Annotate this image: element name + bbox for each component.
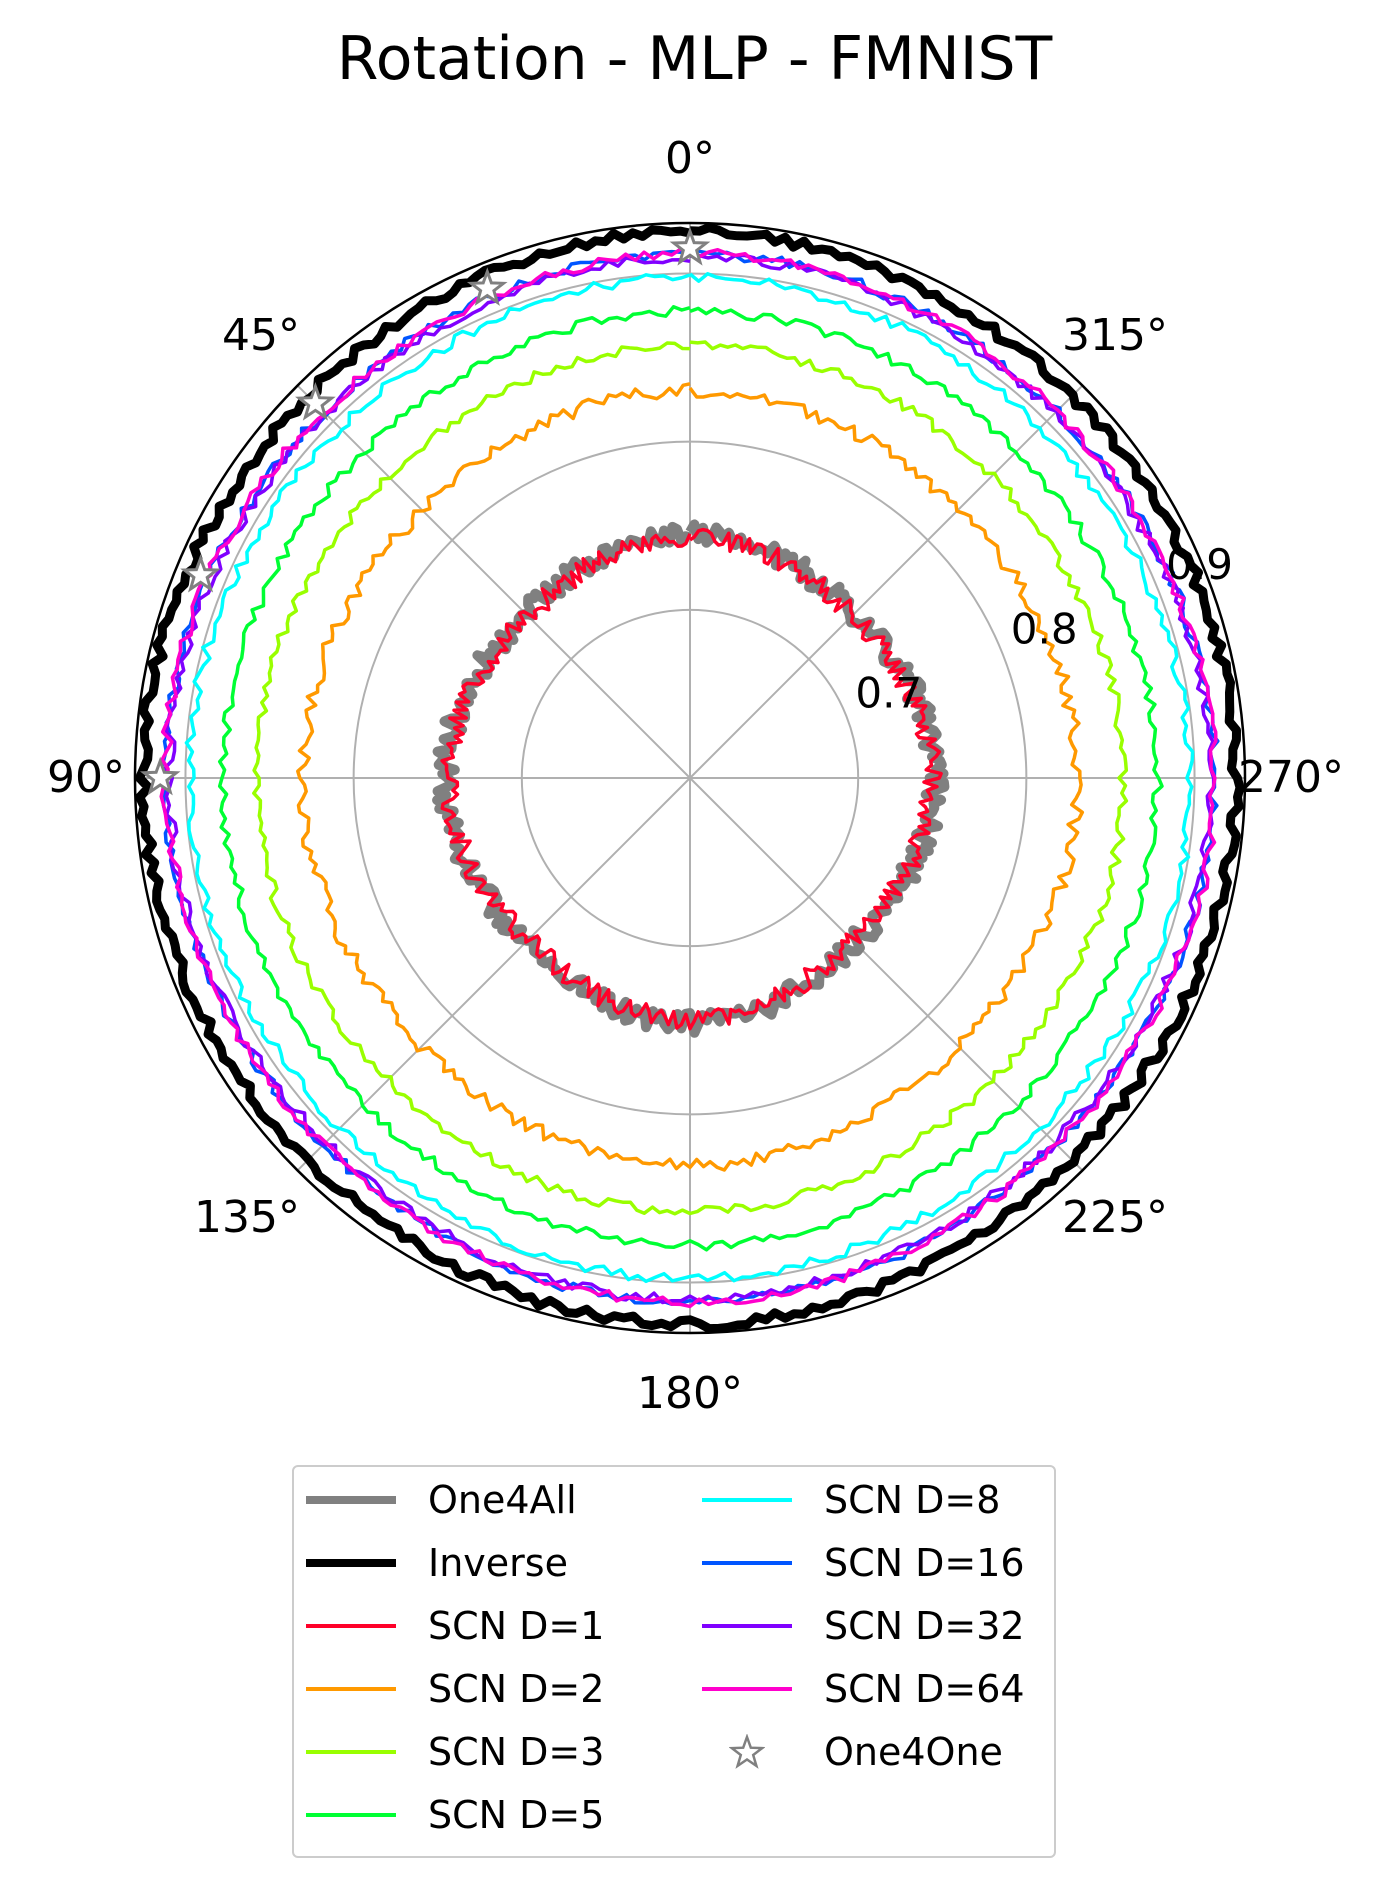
series-line-4 xyxy=(252,340,1129,1216)
legend-line xyxy=(702,1498,792,1502)
theta-tick-label: 270° xyxy=(1238,752,1344,803)
star-icon xyxy=(729,1734,765,1769)
one4one-marker-4 xyxy=(139,756,181,796)
legend-entry: SCN D=3 xyxy=(306,1722,604,1782)
theta-tick-label: 45° xyxy=(222,310,300,361)
legend-swatch xyxy=(306,1659,396,1719)
legend-label: SCN D=5 xyxy=(428,1793,605,1837)
one4one-marker-3 xyxy=(180,553,221,593)
legend-entry: SCN D=2 xyxy=(306,1659,604,1719)
grid-layer xyxy=(133,221,1247,1335)
legend-entry: SCN D=64 xyxy=(702,1659,1025,1719)
marker-layer xyxy=(139,226,711,796)
legend-entry: SCN D=32 xyxy=(702,1596,1025,1656)
legend-swatch xyxy=(306,1596,396,1656)
legend-line xyxy=(702,1624,792,1628)
legend-swatch xyxy=(702,1596,792,1656)
theta-tick-label: 315° xyxy=(1062,310,1168,361)
legend-entry: One4All xyxy=(306,1470,577,1530)
legend-line xyxy=(306,1687,396,1691)
legend-swatch xyxy=(306,1470,396,1530)
series-line-5 xyxy=(217,305,1164,1252)
legend: One4All Inverse SCN D=1 SCN D=2 SCN D=3 SCN D… xyxy=(292,1465,1056,1858)
legend-line xyxy=(306,1750,396,1754)
legend-label: SCN D=2 xyxy=(428,1667,605,1711)
r-tick-label: 0.8 xyxy=(1011,604,1078,653)
legend-line xyxy=(306,1559,396,1567)
legend-swatch xyxy=(702,1533,792,1593)
legend-entry: One4One xyxy=(702,1722,1003,1782)
label-layer: 0° 45° 90° 135° 180° 225° 270° 315° 0.7 0.8 0.9 xyxy=(47,133,1344,1419)
legend-swatch xyxy=(306,1533,396,1593)
legend-entry: SCN D=5 xyxy=(306,1785,604,1845)
legend-line xyxy=(702,1687,792,1691)
series-line-3 xyxy=(296,382,1085,1172)
legend-line xyxy=(306,1496,396,1504)
legend-label: SCN D=16 xyxy=(824,1541,1025,1585)
polar-plot: 0° 45° 90° 135° 180° 225° 270° 315° 0.7 0.8 0.9 xyxy=(47,133,1344,1419)
legend-swatch xyxy=(306,1722,396,1782)
one4one-marker-0 xyxy=(669,226,711,266)
legend-line xyxy=(702,1561,792,1565)
series-line-2 xyxy=(440,527,943,1031)
chart-title: Rotation - MLP - FMNIST xyxy=(336,24,1053,94)
theta-tick-label: 225° xyxy=(1062,1192,1168,1243)
theta-gridline xyxy=(296,777,691,1172)
legend-swatch xyxy=(306,1785,396,1845)
series-line-1 xyxy=(135,223,1245,1334)
one4one-marker-2 xyxy=(295,382,336,421)
legend-swatch xyxy=(702,1659,792,1719)
series-line-9 xyxy=(159,247,1218,1309)
legend-label: One4One xyxy=(824,1730,1003,1774)
legend-entry: Inverse xyxy=(306,1533,568,1593)
theta-tick-label: 135° xyxy=(194,1192,300,1243)
r-tick-label: 0.7 xyxy=(855,669,922,718)
legend-swatch xyxy=(702,1470,792,1530)
theta-tick-label: 90° xyxy=(47,752,125,803)
legend-label: Inverse xyxy=(428,1541,568,1585)
legend-label: One4All xyxy=(428,1478,577,1522)
legend-label: SCN D=1 xyxy=(428,1604,605,1648)
legend-entry: SCN D=1 xyxy=(306,1596,604,1656)
legend-line xyxy=(306,1624,396,1628)
legend-label: SCN D=3 xyxy=(428,1730,605,1774)
legend-swatch xyxy=(702,1722,792,1782)
one4one-marker-1 xyxy=(466,267,508,306)
legend-label: SCN D=8 xyxy=(824,1478,1001,1522)
legend-line xyxy=(306,1813,396,1817)
legend-label: SCN D=32 xyxy=(824,1604,1025,1648)
theta-tick-label: 180° xyxy=(637,1368,743,1419)
polar-spine xyxy=(133,221,1247,1335)
theta-tick-label: 0° xyxy=(665,133,715,184)
theta-gridline xyxy=(296,384,691,779)
legend-label: SCN D=64 xyxy=(824,1667,1025,1711)
legend-entry: SCN D=16 xyxy=(702,1533,1025,1593)
r-tick-label: 0.9 xyxy=(1166,540,1233,589)
theta-gridline xyxy=(689,777,1084,1172)
legend-entry: SCN D=8 xyxy=(702,1470,1000,1530)
series-layer xyxy=(135,223,1245,1334)
series-line-6 xyxy=(184,272,1195,1284)
